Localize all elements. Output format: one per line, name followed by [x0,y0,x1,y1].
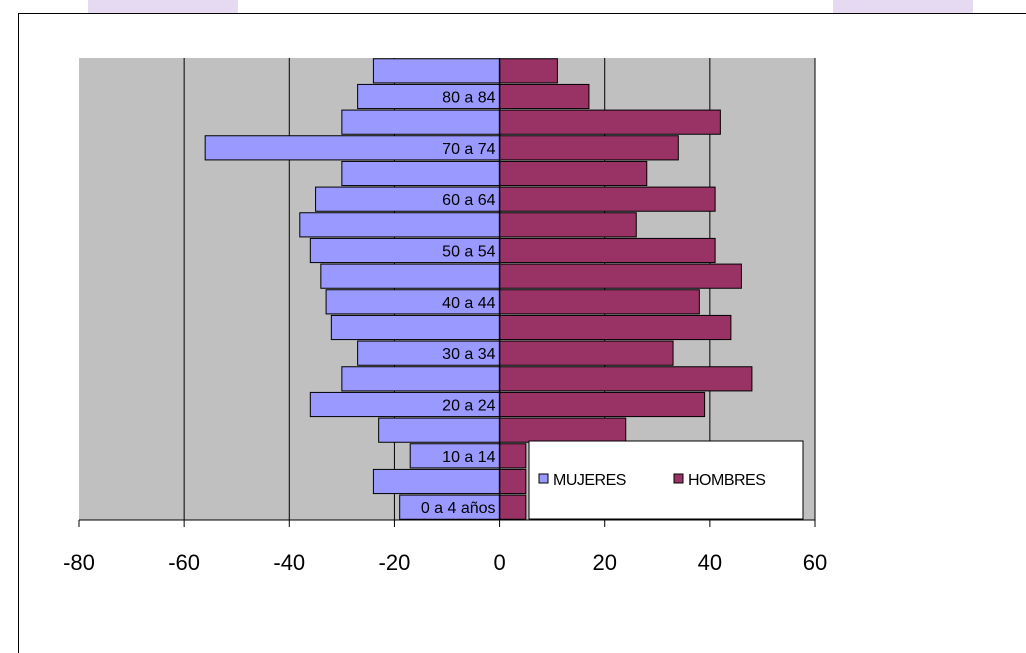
category-label: 30 a 34 [442,346,495,363]
bar-mujeres-2 [409,443,501,469]
population-pyramid-chart: -80 -60 -40 -20 0 20 40 60 0 a 4 años 10 a 14 20 … [63,58,827,575]
bar-mujeres-15 [341,109,501,135]
legend-swatch-mujeres [538,473,549,484]
x-tick-label: -60 [168,550,200,575]
x-tick-label: 40 [698,550,722,575]
bar-mujeres-16 [357,83,501,110]
bar-hombres-14 [499,135,679,161]
chart-frame [18,13,1026,653]
x-tick-label: 20 [592,550,616,575]
bar-hombres-7 [499,314,732,341]
category-label: 80 a 84 [442,90,495,107]
bar-hombres-6 [499,340,674,366]
legend-label-mujeres: MUJERES [553,472,626,489]
x-tick-label: 60 [803,550,827,575]
x-tick-label: 0 [493,550,505,575]
legend-swatch-hombres [673,473,684,484]
bar-hombres-10 [499,237,716,264]
bar-hombres-11 [499,212,637,238]
bar-hombres-17 [499,58,558,84]
x-tick-label: -80 [63,550,95,575]
bar-hombres-3 [499,417,627,443]
bar-mujeres-8 [325,289,501,315]
bar-mujeres-1 [372,468,501,495]
bar-mujeres-9 [320,263,501,289]
top-tab-left [88,0,238,14]
legend: MUJERES HOMBRES [528,440,804,520]
bar-hombres-15 [499,109,721,135]
bar-hombres-8 [499,289,700,315]
bar-mujeres-17 [372,58,501,84]
category-label: 10 a 14 [442,449,495,466]
top-tab-right [833,0,973,14]
bar-hombres-2 [499,443,527,469]
x-tick-label: -20 [379,550,411,575]
bar-hombres-0 [499,494,527,520]
bar-mujeres-6 [357,340,501,366]
bar-mujeres-13 [341,160,501,187]
category-label: 50 a 54 [442,244,495,261]
category-label: 70 a 74 [442,141,495,158]
x-tick-label: -40 [273,550,305,575]
x-ticks: -80 -60 -40 -20 0 20 40 60 [63,520,827,575]
bar-mujeres-12 [315,186,501,212]
category-labels: 0 a 4 años 10 a 14 20 a 24 30 a 34 40 a 44 50… [421,90,496,518]
category-label: 20 a 24 [442,398,495,415]
bar-hombres-5 [499,366,753,392]
bar-hombres-9 [499,263,742,289]
bar-mujeres-10 [309,237,501,264]
bar-mujeres-14 [204,135,501,161]
bar-hombres-16 [499,83,590,110]
bar-mujeres-7 [330,314,501,341]
bar-mujeres-4 [309,391,501,418]
legend-box [528,440,804,520]
category-label: 40 a 44 [442,295,495,312]
bars [204,58,753,520]
bar-mujeres-11 [299,212,501,238]
bar-hombres-1 [499,468,527,495]
bar-hombres-13 [499,160,648,187]
bar-hombres-12 [499,186,716,212]
category-label: 60 a 64 [442,192,495,209]
bar-mujeres-3 [378,417,501,443]
legend-label-hombres: HOMBRES [688,472,765,489]
category-label: 0 a 4 años [421,500,496,517]
bar-mujeres-5 [341,366,501,392]
bar-hombres-4 [499,391,706,418]
